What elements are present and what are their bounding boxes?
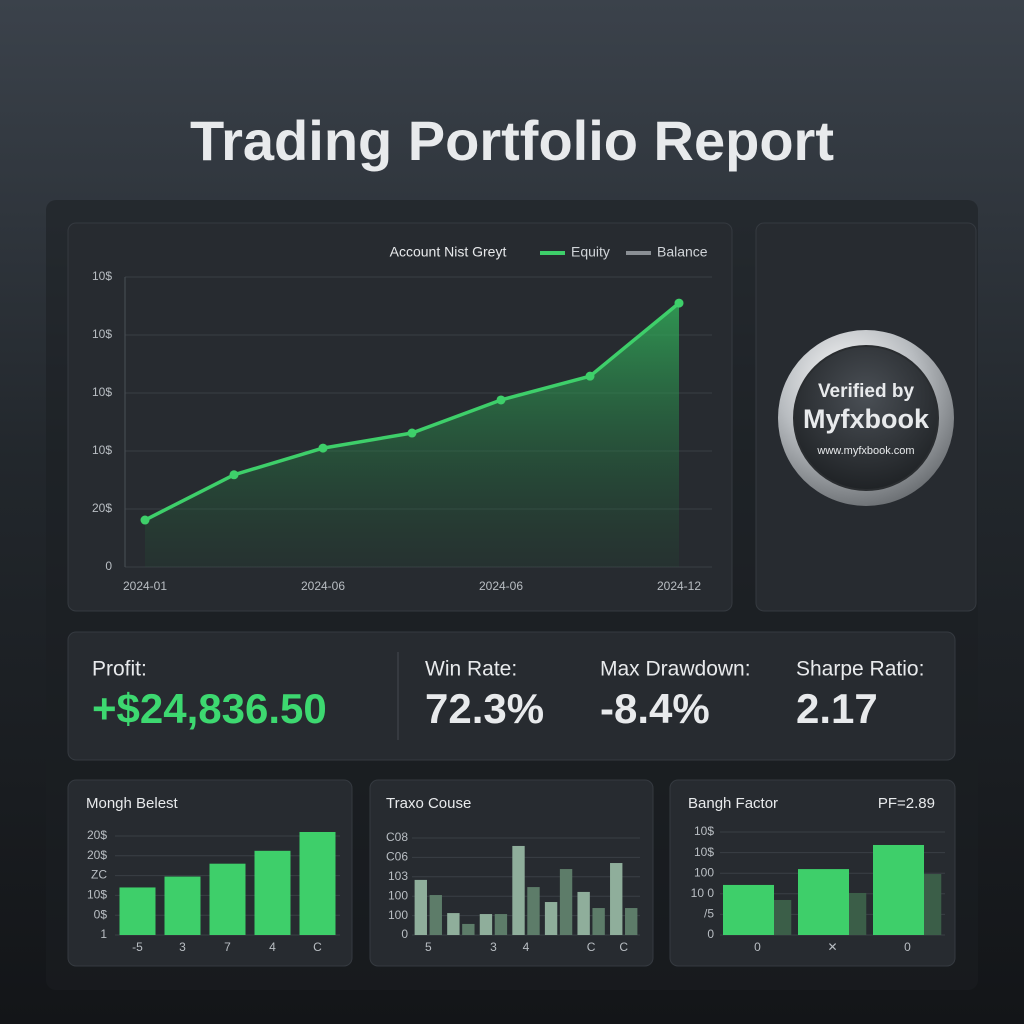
bar bbox=[592, 908, 605, 935]
y-tick-label: 20$ bbox=[92, 501, 112, 515]
y-tick-label: 100 bbox=[388, 888, 408, 902]
y-tick-label: 20$ bbox=[87, 848, 107, 862]
y-tick-label: 100 bbox=[388, 908, 408, 922]
bar bbox=[723, 884, 774, 935]
x-tick-label: C bbox=[587, 940, 596, 954]
x-tick-label: 5 bbox=[425, 940, 432, 954]
bar bbox=[479, 914, 493, 935]
equity-point bbox=[140, 515, 150, 525]
y-tick-label: /5 bbox=[704, 907, 714, 921]
x-tick-label: 7 bbox=[224, 940, 231, 954]
badge-center bbox=[793, 345, 939, 491]
y-tick-label: 100 bbox=[694, 865, 714, 879]
chart-title: Traxo Couse bbox=[386, 795, 471, 812]
x-tick-label: 2024-12 bbox=[657, 579, 701, 593]
bar bbox=[610, 863, 623, 935]
bar bbox=[873, 844, 924, 935]
y-tick-label: 10$ bbox=[87, 888, 107, 902]
stat-value: +$24,836.50 bbox=[92, 685, 327, 732]
x-tick-label: 3 bbox=[179, 940, 186, 954]
y-tick-label: 0 bbox=[105, 559, 112, 573]
x-tick-label: 0 bbox=[904, 940, 911, 954]
bar bbox=[512, 845, 525, 935]
bar bbox=[559, 869, 573, 935]
bar bbox=[429, 895, 442, 935]
x-tick-label: 2024-06 bbox=[479, 579, 523, 593]
equity-point bbox=[674, 298, 684, 308]
y-tick-label: 0 bbox=[707, 927, 714, 941]
bar bbox=[164, 876, 201, 935]
equity-point bbox=[318, 443, 328, 453]
x-tick-label: 2024-01 bbox=[123, 579, 167, 593]
stat-label: Sharpe Ratio: bbox=[796, 658, 924, 681]
bar bbox=[798, 869, 849, 935]
bar bbox=[577, 891, 590, 935]
y-tick-label: 10$ bbox=[92, 269, 112, 283]
x-tick-label: 0 bbox=[754, 940, 761, 954]
y-tick-label: 10 0 bbox=[691, 886, 715, 900]
x-tick-label: 4 bbox=[269, 940, 276, 954]
y-tick-label: 0$ bbox=[94, 907, 108, 921]
bar bbox=[414, 879, 427, 935]
chart-title: Bangh Factor bbox=[688, 795, 778, 812]
badge-text: Verified by bbox=[818, 381, 915, 402]
bar bbox=[462, 923, 475, 935]
y-tick-label: C08 bbox=[386, 830, 408, 844]
y-tick-label: 10$ bbox=[694, 824, 714, 838]
x-tick-label: -5 bbox=[132, 940, 143, 954]
y-tick-label: 0 bbox=[401, 927, 408, 941]
bar bbox=[494, 914, 508, 935]
y-tick-label: 103 bbox=[388, 869, 408, 883]
bar bbox=[209, 863, 246, 935]
bar bbox=[544, 902, 558, 935]
x-tick-label: C bbox=[619, 940, 628, 954]
chart-title: Mongh Belest bbox=[86, 795, 179, 812]
bar bbox=[447, 913, 460, 935]
chart-annotation: PF=2.89 bbox=[878, 795, 935, 812]
stat-value: 2.17 bbox=[796, 685, 878, 732]
x-tick-label: 4 bbox=[523, 940, 530, 954]
badge-brand: Myfxbook bbox=[803, 404, 930, 434]
y-tick-label: 10$ bbox=[694, 845, 714, 859]
x-tick-label: 3 bbox=[490, 940, 497, 954]
y-tick-label: 10$ bbox=[92, 385, 112, 399]
equity-point bbox=[229, 470, 239, 480]
bar bbox=[119, 887, 156, 935]
stat-label: Profit: bbox=[92, 658, 147, 681]
report-title: Trading Portfolio Report bbox=[190, 109, 834, 172]
bar bbox=[254, 850, 291, 935]
stat-label: Win Rate: bbox=[425, 658, 517, 681]
legend-label: Equity bbox=[571, 244, 610, 260]
chart-title: Account Nist Greyt bbox=[390, 244, 507, 260]
legend-label: Balance bbox=[657, 244, 708, 260]
bar bbox=[527, 887, 540, 935]
stat-value: 72.3% bbox=[425, 685, 544, 732]
y-tick-label: 1 bbox=[100, 927, 107, 941]
badge-url: www.myfxbook.com bbox=[816, 445, 914, 457]
equity-point bbox=[585, 371, 595, 381]
x-tick-label: ✕ bbox=[827, 940, 837, 954]
y-tick-label: 10$ bbox=[92, 443, 112, 457]
equity-point bbox=[407, 428, 417, 438]
y-tick-label: C06 bbox=[386, 850, 408, 864]
y-tick-label: 10$ bbox=[92, 327, 112, 341]
y-tick-label: ZC bbox=[91, 868, 107, 882]
stat-label: Max Drawdown: bbox=[600, 658, 751, 681]
equity-point bbox=[496, 395, 506, 405]
x-tick-label: 2024-06 bbox=[301, 579, 345, 593]
stat-value: -8.4% bbox=[600, 685, 710, 732]
stats-panel bbox=[67, 631, 956, 761]
bar bbox=[299, 831, 336, 935]
y-tick-label: 20$ bbox=[87, 828, 107, 842]
x-tick-label: C bbox=[313, 940, 322, 954]
bar bbox=[625, 908, 638, 935]
